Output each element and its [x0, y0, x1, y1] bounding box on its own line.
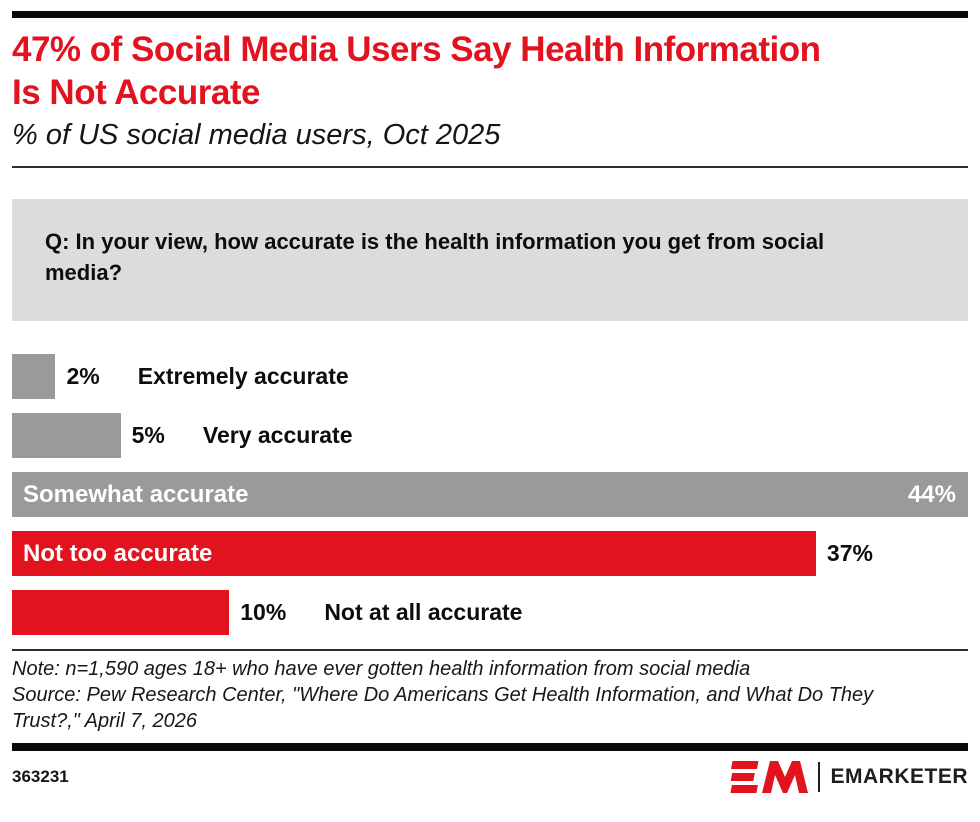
bar-0	[12, 354, 56, 399]
chart-title-line1: 47% of Social Media Users Say Health Inf…	[12, 30, 821, 69]
chart-id: 363231	[12, 767, 69, 786]
bar-category-label: Not too accurate	[23, 539, 213, 567]
footnote: Note: n=1,590 ages 18+ who have ever got…	[12, 656, 942, 734]
bar-category-label: Somewhat accurate	[23, 480, 249, 508]
footnote-divider	[12, 649, 968, 651]
bar-row-3: Not too accurate 37%	[12, 531, 968, 576]
bottom-accent-bar	[12, 743, 968, 751]
source-text: Source: Pew Research Center, "Where Do A…	[12, 684, 874, 732]
bar-row-1: 5% Very accurate	[12, 413, 968, 458]
question-text: Q: In your view, how accurate is the hea…	[45, 229, 825, 285]
bar-4	[12, 590, 230, 635]
bar-category-label: Not at all accurate	[324, 599, 523, 625]
bar-3: Not too accurate	[12, 531, 816, 576]
bar-value-label: 10%	[240, 599, 287, 625]
bar-row-0: 2% Extremely accurate	[12, 354, 968, 399]
bar-value-label: 44%	[907, 480, 956, 508]
chart-subtitle: % of US social media users, Oct 2025	[12, 119, 501, 151]
bar-2: Somewhat accurate 44%	[12, 472, 968, 517]
bar-row-2: Somewhat accurate 44%	[12, 472, 968, 517]
logo-divider-bar	[818, 762, 821, 792]
chart-card: 47% of Social Media Users Say Health Inf…	[12, 11, 968, 796]
bar-category-label: Extremely accurate	[137, 363, 349, 389]
top-accent-bar	[12, 11, 968, 18]
chart-title-line2: Is Not Accurate	[12, 73, 260, 112]
bar-value-label: 2%	[66, 363, 100, 389]
emarketer-logo: EMARKETER	[728, 760, 968, 794]
bar-chart: 2% Extremely accurate 5% Very accurate Somew…	[12, 354, 968, 635]
bar-value-label: 5%	[131, 422, 165, 448]
bar-value-label: 37%	[826, 540, 873, 566]
em-logo-icon	[730, 761, 809, 793]
header-divider	[12, 166, 968, 168]
bar-1	[12, 413, 121, 458]
bar-row-4: 10% Not at all accurate	[12, 590, 968, 635]
footer: 363231 EMARKETER	[12, 758, 968, 796]
note-text: Note: n=1,590 ages 18+ who have ever got…	[12, 658, 751, 680]
bar-category-label: Very accurate	[202, 422, 353, 448]
chart-title: 47% of Social Media Users Say Health Inf…	[12, 28, 968, 114]
brand-name: EMARKETER	[830, 765, 968, 788]
question-box: Q: In your view, how accurate is the hea…	[12, 199, 968, 321]
